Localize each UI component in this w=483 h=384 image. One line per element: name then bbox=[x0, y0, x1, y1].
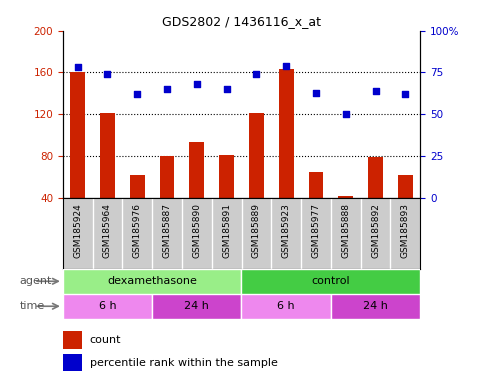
Text: agent: agent bbox=[19, 276, 52, 286]
Text: GSM185887: GSM185887 bbox=[163, 204, 171, 258]
Bar bbox=[338, 196, 353, 198]
Text: control: control bbox=[312, 276, 350, 286]
Bar bbox=[63, 294, 152, 319]
Point bbox=[253, 71, 260, 77]
Text: GSM185977: GSM185977 bbox=[312, 204, 320, 258]
Text: GSM185893: GSM185893 bbox=[401, 204, 410, 258]
Bar bbox=[368, 157, 383, 198]
Text: 24 h: 24 h bbox=[363, 301, 388, 311]
Bar bbox=[63, 269, 242, 294]
Bar bbox=[331, 294, 420, 319]
Text: GSM185890: GSM185890 bbox=[192, 204, 201, 258]
Bar bbox=[189, 142, 204, 198]
Bar bbox=[398, 175, 413, 198]
Point bbox=[223, 86, 230, 92]
Text: GSM185976: GSM185976 bbox=[133, 204, 142, 258]
Bar bbox=[219, 155, 234, 198]
Bar bbox=[309, 172, 324, 198]
Text: time: time bbox=[19, 301, 44, 311]
Bar bbox=[130, 175, 145, 198]
Text: count: count bbox=[90, 335, 121, 345]
Point bbox=[74, 65, 82, 71]
Text: 6 h: 6 h bbox=[99, 301, 116, 311]
Text: GSM185888: GSM185888 bbox=[341, 204, 350, 258]
Text: dexamethasone: dexamethasone bbox=[107, 276, 197, 286]
Point bbox=[193, 81, 201, 87]
Bar bbox=[249, 113, 264, 198]
Point bbox=[342, 111, 350, 118]
Text: 6 h: 6 h bbox=[277, 301, 295, 311]
Point bbox=[133, 91, 141, 97]
Point bbox=[282, 63, 290, 69]
Bar bbox=[63, 331, 83, 349]
Point bbox=[163, 86, 171, 92]
Point bbox=[312, 89, 320, 96]
Point bbox=[104, 71, 112, 77]
Bar bbox=[100, 113, 115, 198]
Point bbox=[401, 91, 409, 97]
Title: GDS2802 / 1436116_x_at: GDS2802 / 1436116_x_at bbox=[162, 15, 321, 28]
Text: GSM185924: GSM185924 bbox=[73, 204, 82, 258]
Point bbox=[372, 88, 380, 94]
Bar bbox=[159, 156, 174, 198]
Bar bbox=[152, 294, 242, 319]
Bar bbox=[63, 354, 83, 371]
Text: GSM185889: GSM185889 bbox=[252, 204, 261, 258]
Bar bbox=[242, 269, 420, 294]
Text: percentile rank within the sample: percentile rank within the sample bbox=[90, 358, 277, 367]
Bar bbox=[279, 70, 294, 198]
Bar bbox=[70, 73, 85, 198]
Bar bbox=[242, 294, 331, 319]
Text: GSM185892: GSM185892 bbox=[371, 204, 380, 258]
Text: GSM185923: GSM185923 bbox=[282, 204, 291, 258]
Text: 24 h: 24 h bbox=[185, 301, 209, 311]
Text: GSM185891: GSM185891 bbox=[222, 204, 231, 258]
Text: GSM185964: GSM185964 bbox=[103, 204, 112, 258]
